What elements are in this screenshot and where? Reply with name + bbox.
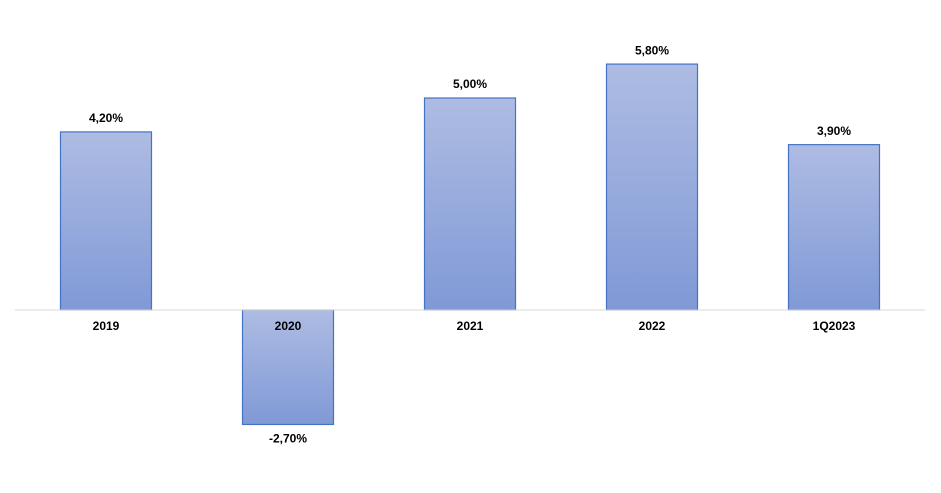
data-label: 3,90% xyxy=(817,124,851,138)
bar xyxy=(423,97,517,311)
bar xyxy=(605,63,699,311)
x-tick-label: 1Q2023 xyxy=(813,319,856,333)
x-tick-label: 2022 xyxy=(639,319,666,333)
bar xyxy=(59,131,153,311)
data-label: 4,20% xyxy=(89,111,123,125)
data-label: 5,00% xyxy=(453,77,487,91)
x-tick-label: 2021 xyxy=(457,319,484,333)
data-label: 5,80% xyxy=(635,43,669,57)
data-label: -2,70% xyxy=(269,432,307,446)
bar xyxy=(241,309,335,426)
x-tick-label: 2020 xyxy=(275,319,302,333)
x-tick-label: 2019 xyxy=(93,319,120,333)
bar xyxy=(787,144,881,311)
